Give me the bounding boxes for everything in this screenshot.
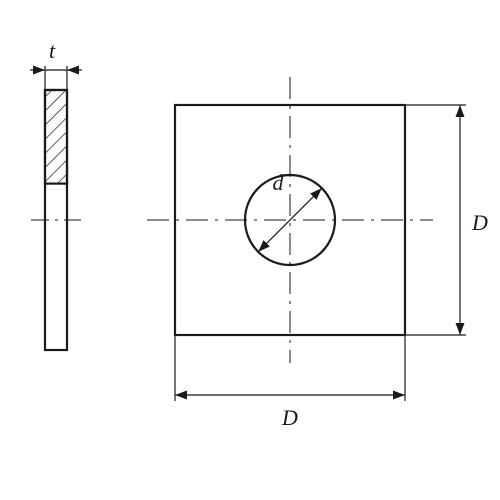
side-view: t xyxy=(30,38,82,350)
thickness-label: t xyxy=(49,38,56,63)
width-D-label: D xyxy=(281,405,298,430)
technical-drawing: t d D D xyxy=(0,0,500,500)
front-view: d D D xyxy=(147,77,488,430)
hole-diameter-label: d xyxy=(273,170,285,195)
height-D-label: D xyxy=(471,210,488,235)
